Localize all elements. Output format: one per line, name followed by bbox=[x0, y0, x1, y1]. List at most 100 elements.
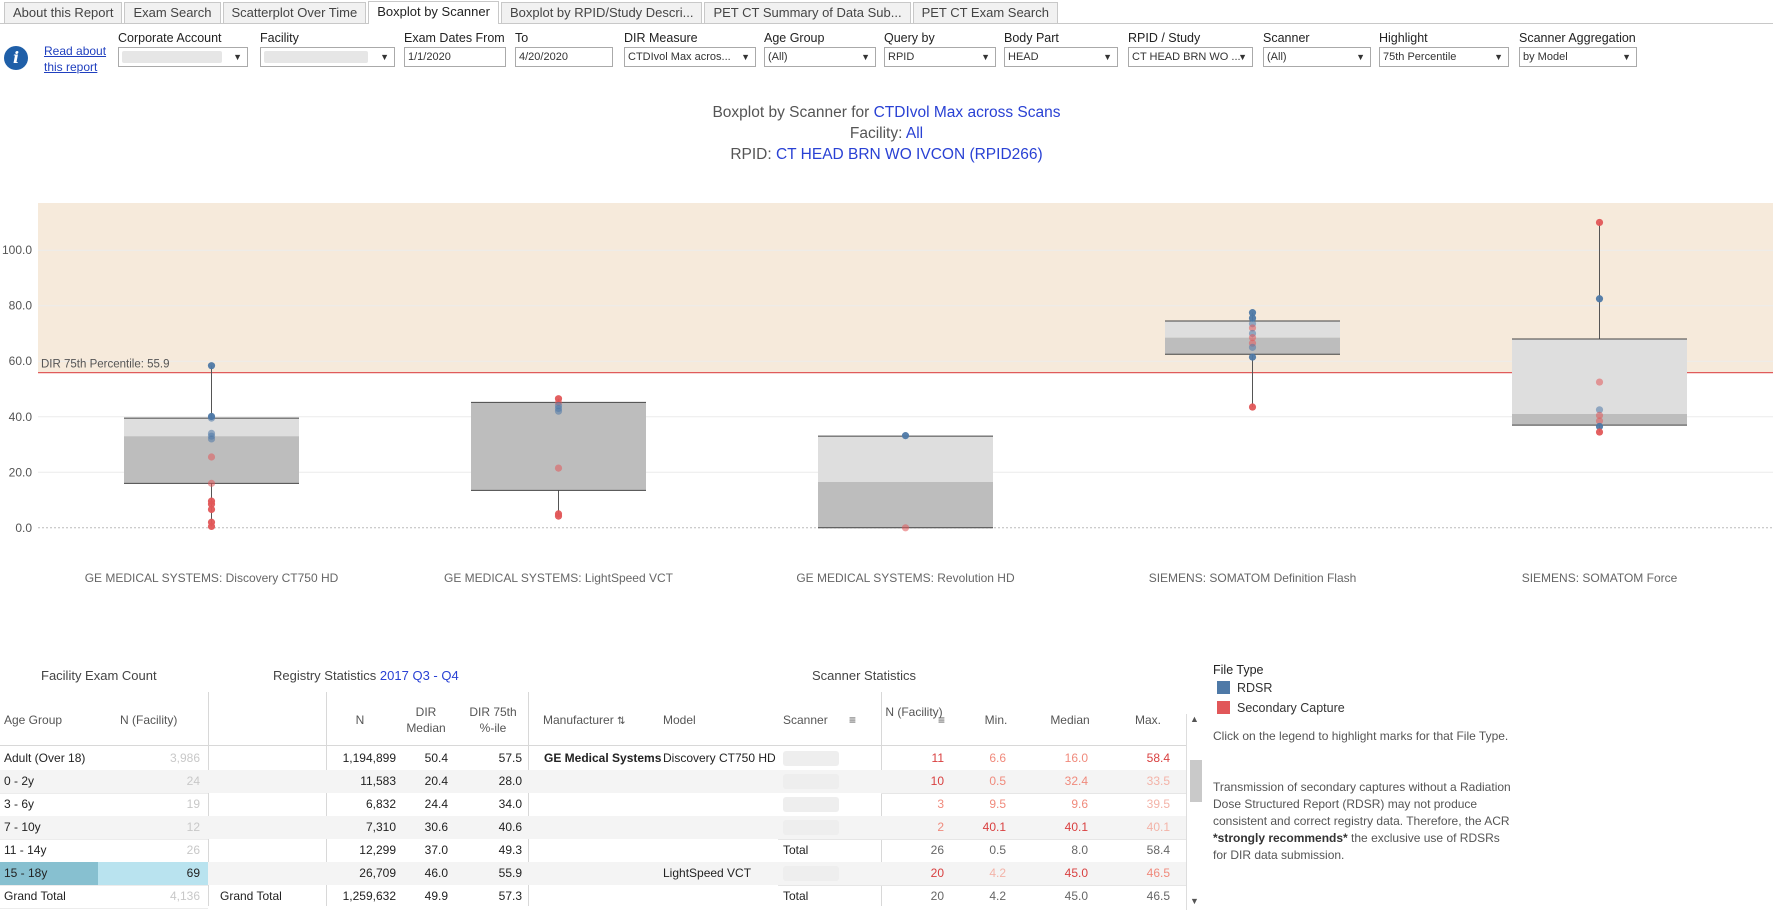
max-cell: 58.4 bbox=[1146, 843, 1170, 857]
age-group-cell: 3 - 6y bbox=[4, 797, 35, 811]
exam-dates-from-input[interactable]: 1/1/2020 bbox=[404, 47, 506, 67]
query-by-dropdown[interactable]: RPID ▼ bbox=[884, 47, 996, 67]
table-row[interactable]: 3 - 6y 19 bbox=[0, 793, 208, 816]
divider bbox=[881, 692, 882, 906]
corporate-account-dropdown[interactable]: ▼ bbox=[118, 47, 248, 67]
tab-boxplot-by-rpid[interactable]: Boxplot by RPID/Study Descri... bbox=[500, 2, 703, 23]
legend-title: File Type bbox=[1213, 663, 1264, 677]
n-facility-cell: 19 bbox=[186, 797, 200, 811]
row-label-cell: Grand Total bbox=[220, 889, 282, 903]
dropdown-value: CTDIvol Max acros... bbox=[628, 51, 731, 63]
row-divider bbox=[0, 839, 208, 840]
median-cell: 45.0 bbox=[1064, 866, 1088, 880]
scanner-statistics-title: Scanner Statistics bbox=[812, 668, 917, 683]
scroll-thumb[interactable] bbox=[1190, 760, 1202, 802]
redacted-value bbox=[122, 51, 222, 64]
data-point bbox=[207, 479, 216, 487]
body-part-dropdown[interactable]: HEAD ▼ bbox=[1004, 47, 1118, 67]
scroll-up-icon[interactable]: ▲ bbox=[1190, 714, 1199, 724]
registry-period: 2017 Q3 - Q4 bbox=[379, 668, 459, 683]
scanner-aggregation-dropdown[interactable]: by Model ▼ bbox=[1519, 47, 1637, 67]
median-header: Median bbox=[1050, 713, 1090, 727]
info-icon[interactable]: i bbox=[4, 46, 28, 70]
filter-scanner-aggregation: Scanner Aggregation by Model ▼ bbox=[1519, 31, 1637, 67]
highlight-dropdown[interactable]: 75th Percentile ▼ bbox=[1379, 47, 1509, 67]
n-facility-cell: 26 bbox=[186, 843, 200, 857]
sort-icon[interactable]: ≡ bbox=[849, 713, 857, 727]
legend-swatch bbox=[1217, 701, 1230, 714]
table-scrollbar[interactable]: ▲ ▼ bbox=[1186, 714, 1204, 910]
max-cell: 58.4 bbox=[1146, 751, 1170, 765]
scanner-dropdown[interactable]: (All) ▼ bbox=[1263, 47, 1371, 67]
sort-icon[interactable]: ⇅ bbox=[617, 716, 626, 727]
filter-age-group: Age Group (All) ▼ bbox=[764, 31, 876, 67]
dir-measure-dropdown[interactable]: CTDIvol Max acros... ▼ bbox=[624, 47, 756, 67]
table-row[interactable]: 10 0.5 32.4 33.5 bbox=[528, 770, 1186, 793]
n-facility-cell: 4,136 bbox=[169, 889, 200, 903]
table-row[interactable]: LightSpeed VCT 20 4.2 45.0 46.5 bbox=[528, 862, 1186, 885]
read-about-link[interactable]: Read about this report bbox=[44, 44, 107, 74]
table-row[interactable]: 2 40.1 40.1 40.1 bbox=[528, 816, 1186, 839]
row-divider bbox=[778, 839, 1186, 840]
filter-scanner: Scanner (All) ▼ bbox=[1263, 31, 1371, 67]
scanner-header-label: Scanner bbox=[783, 713, 828, 727]
table-row[interactable]: Total 26 0.5 8.0 58.4 bbox=[528, 839, 1186, 862]
table-row[interactable]: Grand Total 4,136 bbox=[0, 885, 208, 908]
row-divider bbox=[778, 885, 1186, 886]
facility-prefix: Facility: bbox=[849, 125, 906, 142]
filter-label: To bbox=[515, 31, 529, 45]
table-row[interactable]: 11 - 14y 26 bbox=[0, 839, 208, 862]
redacted-scanner bbox=[783, 866, 839, 881]
data-point bbox=[554, 407, 563, 415]
y-tick-label: 80.0 bbox=[9, 299, 33, 313]
table-row[interactable]: Total 20 4.2 45.0 46.5 bbox=[528, 885, 1186, 908]
chevron-down-icon: ▼ bbox=[233, 52, 242, 62]
table-row[interactable]: Adult (Over 18) 3,986 bbox=[0, 747, 208, 770]
scanner-header[interactable]: Scanner ≡ bbox=[783, 712, 856, 728]
divider bbox=[208, 692, 209, 906]
table-row[interactable]: 0 - 2y 24 bbox=[0, 770, 208, 793]
scroll-down-icon[interactable]: ▼ bbox=[1190, 896, 1199, 906]
y-tick-label: 40.0 bbox=[9, 410, 33, 424]
filter-dir-measure: DIR Measure CTDIvol Max acros... ▼ bbox=[624, 31, 756, 67]
filter-label: Scanner bbox=[1263, 31, 1310, 45]
sort-icon[interactable]: ≡ bbox=[938, 713, 946, 727]
manufacturer-header-label: Manufacturer bbox=[543, 713, 614, 727]
y-tick-label: 60.0 bbox=[9, 354, 33, 368]
y-tick-label: 0.0 bbox=[15, 521, 32, 535]
title-measure: CTDIvol Max across Scans bbox=[873, 104, 1061, 121]
table-row[interactable]: 7 - 10y 12 bbox=[0, 816, 208, 839]
scanner-cell: Total bbox=[783, 843, 809, 857]
exam-dates-to-input[interactable]: 4/20/2020 bbox=[515, 47, 613, 67]
chevron-down-icon: ▼ bbox=[1622, 52, 1631, 62]
legend-label: RDSR bbox=[1237, 681, 1273, 695]
tab-scatterplot-over-time[interactable]: Scatterplot Over Time bbox=[222, 2, 367, 23]
filter-facility: Facility ▼ bbox=[260, 31, 395, 67]
n-facility-cell: 12 bbox=[186, 820, 200, 834]
n-facility-cell: 26 bbox=[930, 843, 944, 857]
facility-exam-count-title: Facility Exam Count bbox=[41, 668, 157, 683]
dir-median-header: DIR Median bbox=[406, 705, 446, 735]
table-row[interactable]: 3 9.5 9.6 39.5 bbox=[528, 793, 1186, 816]
n-facility-cell: 11 bbox=[931, 751, 944, 765]
tab-pet-ct-exam-search[interactable]: PET CT Exam Search bbox=[912, 2, 1058, 23]
rpid-study-dropdown[interactable]: CT HEAD BRN WO ... ▼ bbox=[1128, 47, 1253, 67]
median-cell: 9.6 bbox=[1071, 797, 1088, 811]
manufacturer-header[interactable]: Manufacturer ⇅ bbox=[543, 712, 625, 730]
facility-dropdown[interactable]: ▼ bbox=[260, 47, 395, 67]
facility-value: All bbox=[905, 125, 924, 142]
data-point bbox=[207, 522, 216, 531]
data-point bbox=[901, 432, 910, 440]
tab-exam-search[interactable]: Exam Search bbox=[124, 2, 221, 23]
dir-75th-header: DIR 75th %-ile bbox=[469, 705, 517, 735]
box-upper bbox=[1512, 339, 1687, 414]
legend-item-rdsr[interactable]: RDSR bbox=[1217, 681, 1272, 695]
legend-item-secondary-capture[interactable]: Secondary Capture bbox=[1217, 701, 1345, 715]
tab-boxplot-by-scanner[interactable]: Boxplot by Scanner bbox=[368, 1, 499, 24]
tab-pet-ct-summary[interactable]: PET CT Summary of Data Sub... bbox=[704, 2, 911, 23]
table-row[interactable]: 15 - 18y 69 bbox=[0, 862, 208, 885]
n-cell: 11,583 bbox=[360, 774, 396, 788]
tab-about-this-report[interactable]: About this Report bbox=[4, 2, 123, 23]
age-group-dropdown[interactable]: (All) ▼ bbox=[764, 47, 876, 67]
table-row[interactable]: GE Medical Systems Discovery CT750 HD 11 6.… bbox=[528, 747, 1186, 770]
